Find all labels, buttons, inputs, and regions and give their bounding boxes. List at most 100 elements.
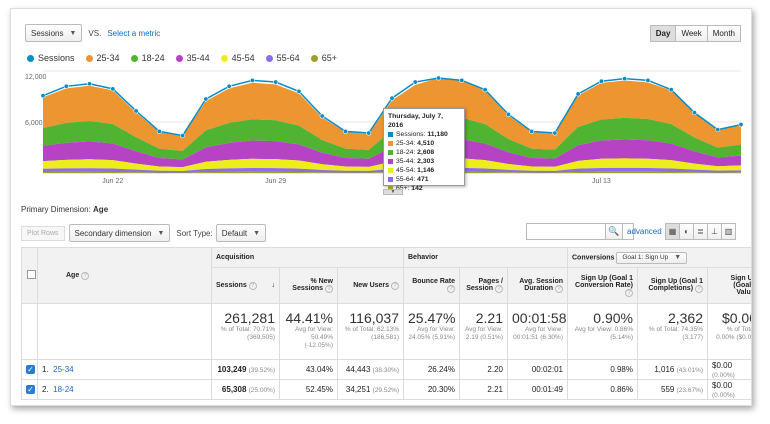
total-cell: $0.00% of Total: 0.00% ($0.00) bbox=[707, 303, 751, 360]
age-header[interactable]: Age ? bbox=[37, 247, 212, 304]
sessions-point bbox=[436, 75, 442, 81]
metric-select[interactable]: Sessions ▼ bbox=[25, 24, 83, 42]
sessions-point bbox=[738, 122, 744, 128]
tooltip-swatch bbox=[388, 168, 393, 173]
pie-view-icon[interactable]: ◐ bbox=[679, 223, 694, 240]
legend-item[interactable]: 35-44 bbox=[175, 53, 210, 63]
col-header-bounce-rate[interactable]: Bounce Rate ? bbox=[403, 267, 460, 304]
sessions-value: 103,249 bbox=[217, 365, 247, 374]
month-button[interactable]: Month bbox=[706, 25, 741, 42]
goal-select[interactable]: Goal 1: Sign Up ▼ bbox=[616, 251, 688, 264]
secondary-dimension-select[interactable]: Secondary dimension ▼ bbox=[68, 224, 171, 242]
tooltip-value: 142 bbox=[409, 185, 423, 192]
help-icon[interactable]: ? bbox=[625, 288, 633, 297]
select-metric-link[interactable]: Select a metric bbox=[107, 28, 161, 38]
new-users-pct: (29.52%) bbox=[372, 387, 399, 394]
sessions-point bbox=[156, 128, 162, 134]
col-header-new-sessions[interactable]: % New Sessions ? bbox=[279, 267, 338, 304]
col-header-sessions[interactable]: Sessions ? ↓ bbox=[211, 267, 280, 304]
total-cell: 116,037% of Total: 62.13% (186,581) bbox=[337, 303, 404, 360]
tooltip-title: Thursday, July 7, 2016 bbox=[388, 113, 444, 129]
help-icon[interactable]: ? bbox=[555, 285, 563, 293]
comparison-view-icon[interactable]: ⊥ bbox=[707, 223, 722, 240]
legend-item[interactable]: 55-64 bbox=[265, 53, 300, 63]
new-users-value: 34,251 bbox=[345, 385, 371, 394]
sessions-point bbox=[505, 111, 511, 117]
sessions-cell: 103,249 (39.52%) bbox=[211, 359, 280, 380]
help-icon[interactable]: ? bbox=[695, 285, 703, 293]
row-checkbox[interactable]: ✓ bbox=[26, 385, 35, 394]
col-header-new-users[interactable]: New Users ? bbox=[337, 267, 404, 304]
col-header-avg-duration[interactable]: Avg. Session Duration ? bbox=[507, 267, 568, 304]
week-button[interactable]: Week bbox=[675, 25, 708, 42]
col-header-pages-session[interactable]: Pages / Session ? bbox=[459, 267, 508, 304]
completions-value: 559 bbox=[661, 385, 675, 394]
help-icon[interactable]: ? bbox=[447, 285, 455, 293]
total-cell: 261,281% of Total: 70.71% (369,505) bbox=[211, 303, 280, 360]
advanced-filter-link[interactable]: advanced bbox=[627, 227, 662, 236]
sessions-point bbox=[482, 87, 488, 93]
legend-item[interactable]: 45-54 bbox=[220, 53, 255, 63]
tooltip-row: 45-54: 1,146 bbox=[388, 166, 460, 175]
tooltip-label: Sessions: bbox=[396, 131, 426, 138]
day-button[interactable]: Day bbox=[649, 25, 677, 42]
col-header-label: Sign Up (Goal 1 Completions) bbox=[648, 278, 703, 292]
total-value: 2.21 bbox=[475, 310, 503, 326]
bounce-cell: 26.24% bbox=[403, 359, 460, 380]
new-users-cell: 44,443 (38.30%) bbox=[337, 359, 404, 380]
row-checkbox-cell[interactable]: ✓ bbox=[21, 359, 38, 380]
col-header-completions[interactable]: Sign Up (Goal 1 Completions) ? bbox=[637, 267, 708, 304]
row-checkbox[interactable]: ✓ bbox=[26, 365, 35, 374]
tooltip-row: 25-34: 4,510 bbox=[388, 139, 460, 148]
help-icon[interactable]: ? bbox=[81, 271, 90, 280]
collapse-chart-handle[interactable]: ▼ bbox=[383, 189, 403, 195]
sessions-point bbox=[645, 77, 651, 83]
col-header-label: Sign Up (Goal 1 Conversion Rate) bbox=[575, 274, 633, 289]
plot-rows-button[interactable]: Plot Rows bbox=[21, 225, 65, 241]
search-icon[interactable]: 🔍 bbox=[605, 223, 623, 240]
sessions-point bbox=[296, 88, 302, 94]
col-header-label: % New Sessions bbox=[292, 278, 333, 292]
help-icon[interactable]: ? bbox=[325, 285, 333, 293]
total-sub: Avg for View: 0.86% (5.14%) bbox=[574, 326, 633, 341]
sessions-point bbox=[342, 128, 348, 134]
help-icon[interactable]: ? bbox=[495, 285, 503, 293]
pivot-view-icon[interactable]: ▥ bbox=[721, 223, 736, 240]
legend-dot-icon bbox=[85, 54, 93, 62]
sessions-point bbox=[133, 108, 139, 114]
legend-item[interactable]: 25-34 bbox=[85, 53, 120, 63]
legend-item[interactable]: 18-24 bbox=[130, 53, 165, 63]
primary-dimension-value[interactable]: Age bbox=[93, 205, 109, 214]
row-checkbox-cell[interactable]: ✓ bbox=[21, 379, 38, 400]
sessions-point bbox=[529, 128, 535, 134]
age-link[interactable]: 18-24 bbox=[53, 385, 74, 394]
help-icon[interactable]: ? bbox=[248, 281, 257, 290]
table-view-icon[interactable]: ▦ bbox=[665, 223, 680, 240]
total-cell: 0.90% Avg for View: 0.86% (5.14%) bbox=[567, 303, 638, 360]
legend-dot-icon bbox=[130, 54, 138, 62]
tooltip-value: 4,510 bbox=[415, 140, 435, 147]
age-link[interactable]: 25-34 bbox=[53, 365, 74, 374]
y-tick-label: 12,000 bbox=[25, 74, 47, 81]
totals-row: 261,281% of Total: 70.71% (369,505) 44.4… bbox=[21, 303, 751, 360]
legend-item[interactable]: 65+ bbox=[310, 53, 337, 63]
sort-type-value: Default bbox=[221, 228, 248, 238]
x-tick-label: Jul 13 bbox=[592, 178, 611, 185]
performance-view-icon[interactable]: ≣ bbox=[693, 223, 708, 240]
help-icon[interactable]: ? bbox=[391, 281, 399, 290]
chevron-down-icon: ▼ bbox=[69, 29, 77, 37]
sessions-point bbox=[366, 130, 372, 136]
value-cell: $0.00 (0.00%) bbox=[707, 359, 751, 380]
legend-item[interactable]: Sessions bbox=[27, 53, 75, 63]
sessions-pct: (39.52%) bbox=[248, 367, 275, 374]
col-header-conv-rate[interactable]: Sign Up (Goal 1 Conversion Rate) ? bbox=[567, 267, 638, 304]
col-header-value[interactable]: Sign Up (Goal 1 Value) bbox=[707, 267, 751, 304]
bounce-cell: 20.30% bbox=[403, 379, 460, 400]
select-all-checkbox[interactable] bbox=[27, 270, 36, 279]
select-all-cell[interactable] bbox=[21, 247, 38, 304]
sort-type-select[interactable]: Default ▼ bbox=[215, 224, 267, 242]
sessions-point bbox=[203, 96, 209, 102]
sessions-cell: 65,308 (25.00%) bbox=[211, 379, 280, 400]
y-tick-label: 6,000 bbox=[25, 120, 43, 127]
legend-label: 55-64 bbox=[276, 53, 300, 63]
